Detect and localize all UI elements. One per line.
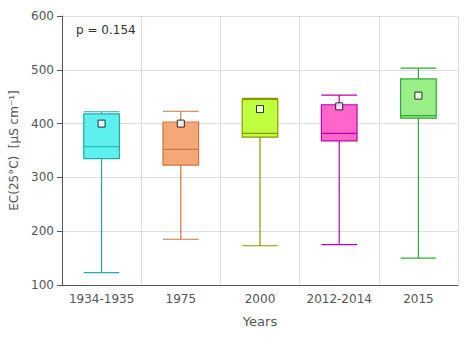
svg-text:2000: 2000 [245, 292, 276, 306]
svg-text:1934-1935: 1934-1935 [69, 292, 134, 306]
svg-text:200: 200 [31, 224, 54, 238]
svg-text:2012-2014: 2012-2014 [306, 292, 371, 306]
svg-text:400: 400 [31, 117, 54, 131]
svg-text:300: 300 [31, 170, 54, 184]
svg-text:p = 0.154: p = 0.154 [76, 23, 136, 37]
svg-text:1975: 1975 [166, 292, 197, 306]
svg-text:Years: Years [242, 314, 278, 329]
svg-text:2015: 2015 [403, 292, 434, 306]
svg-text:EC(25°C) [μS cm⁻¹]: EC(25°C) [μS cm⁻¹] [7, 90, 21, 210]
svg-text:600: 600 [31, 9, 54, 23]
svg-text:100: 100 [31, 278, 54, 292]
svg-text:500: 500 [31, 63, 54, 77]
